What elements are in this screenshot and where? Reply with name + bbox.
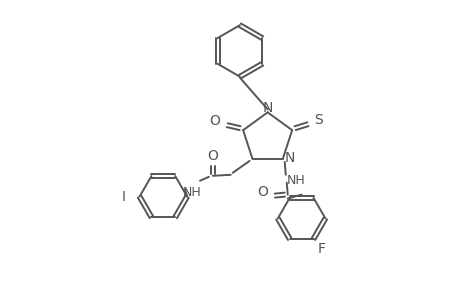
Text: NH: NH: [285, 174, 304, 187]
Text: O: O: [257, 184, 268, 199]
Text: S: S: [314, 113, 323, 127]
Text: NH: NH: [182, 186, 201, 199]
Text: I: I: [122, 190, 125, 204]
Text: F: F: [317, 242, 325, 256]
Text: N: N: [284, 151, 294, 165]
Text: N: N: [262, 101, 272, 116]
Text: O: O: [208, 114, 219, 128]
Text: O: O: [207, 149, 218, 163]
